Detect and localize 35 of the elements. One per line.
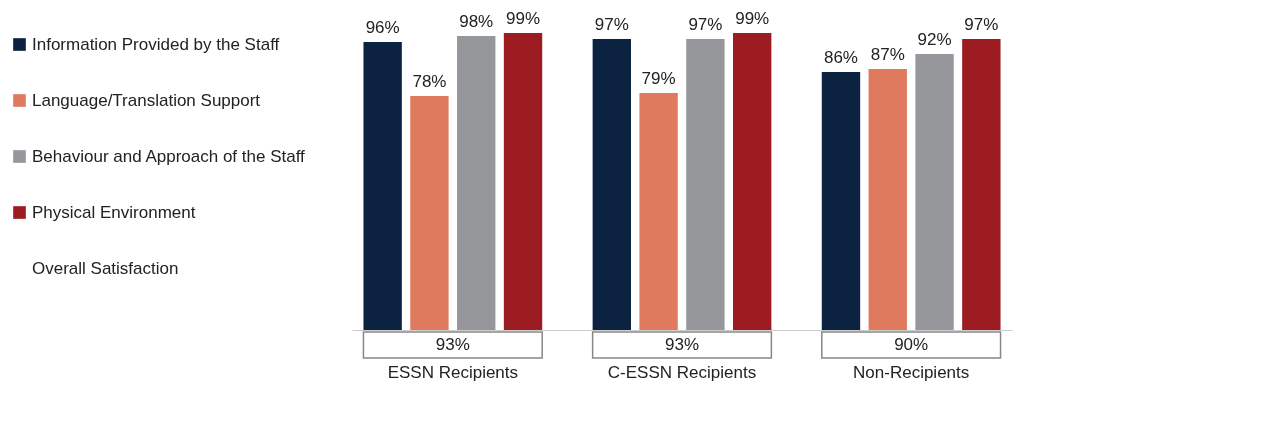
bar — [733, 33, 772, 330]
bar — [363, 42, 402, 330]
bar — [868, 69, 907, 330]
bar — [503, 33, 543, 330]
data-label: 78% — [412, 72, 447, 91]
data-label: 99% — [506, 9, 541, 28]
data-label: 97% — [594, 15, 629, 34]
bar — [821, 72, 861, 330]
text: Overall Satisfaction — [32, 258, 179, 278]
data-label: 97% — [964, 15, 999, 34]
data-label: 96% — [365, 18, 400, 37]
legend-label: Information Provided by the Staff — [32, 34, 280, 54]
text: 93% — [664, 335, 700, 354]
x-tick-label: C-ESSN Recipients — [607, 362, 757, 382]
legend-label: Physical Environment — [32, 202, 196, 222]
bar — [592, 39, 631, 330]
bar — [962, 39, 1001, 330]
legend-label: Behaviour and Approach of the Staff — [32, 146, 306, 166]
data-label: 99% — [735, 9, 770, 28]
x-tick-label: ESSN Recipients — [387, 362, 519, 382]
data-label: 79% — [641, 69, 676, 88]
text: 90% — [894, 335, 929, 354]
bar — [639, 93, 678, 330]
legend-label: Language/Translation Support — [32, 90, 261, 110]
data-label: 98% — [459, 12, 494, 31]
bar — [686, 39, 725, 330]
data-label: 86% — [823, 48, 858, 67]
data-label: 87% — [870, 45, 905, 64]
data-label: 92% — [917, 30, 952, 49]
bar — [457, 36, 496, 330]
data-label: 97% — [688, 15, 723, 34]
x-tick-label: Non-Recipients — [853, 362, 970, 382]
bar — [410, 96, 449, 330]
text: 93% — [435, 335, 470, 354]
bar — [915, 54, 954, 330]
